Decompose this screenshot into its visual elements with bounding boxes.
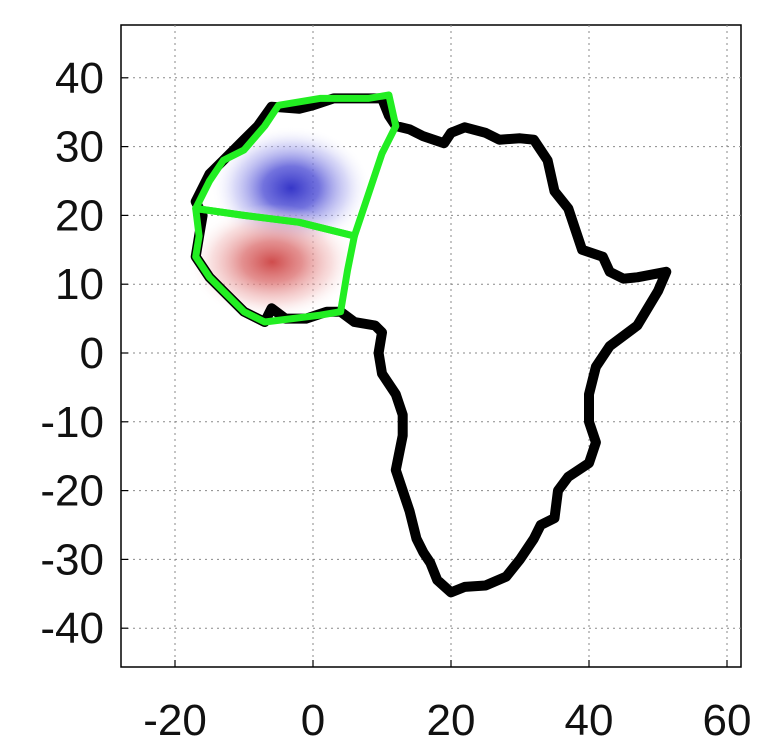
y-tick-label: -20 <box>40 467 104 516</box>
y-axis-ticks: 40 30 20 10 0 -10 -20 -30 -40 <box>40 54 128 653</box>
africa-outline <box>190 93 672 598</box>
x-tick-label: 20 <box>427 696 476 745</box>
y-tick-label: 10 <box>55 260 104 309</box>
region-outline-south <box>192 205 358 326</box>
y-tick-label: -40 <box>40 604 104 653</box>
y-tick-label: 0 <box>80 329 104 378</box>
x-tick-label: 0 <box>301 696 325 745</box>
x-axis-ticks: -20 0 20 40 60 <box>143 660 751 745</box>
y-tick-label: -10 <box>40 398 104 447</box>
grid-lines <box>121 25 741 667</box>
y-tick-label: 30 <box>55 123 104 172</box>
y-tick-label: -30 <box>40 535 104 584</box>
y-tick-label: 20 <box>55 191 104 240</box>
x-tick-label: -20 <box>143 696 207 745</box>
x-tick-label: 40 <box>565 696 614 745</box>
x-tick-label: 60 <box>703 696 752 745</box>
y-tick-label: 40 <box>55 54 104 103</box>
